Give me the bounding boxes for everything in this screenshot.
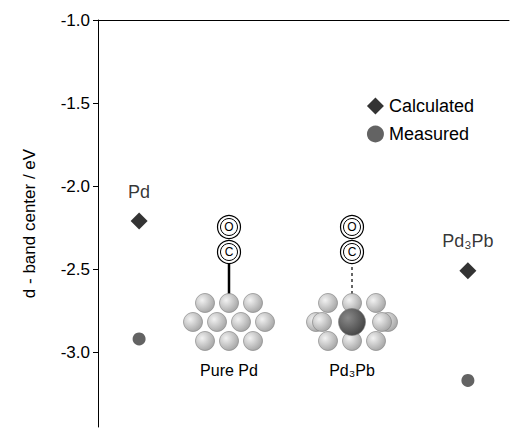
svg-text:Pd₃Pb: Pd₃Pb <box>329 362 375 379</box>
svg-text:-2.0: -2.0 <box>61 177 90 196</box>
svg-text:-1.5: -1.5 <box>61 94 90 113</box>
svg-text:Measured: Measured <box>389 124 469 144</box>
svg-text:O: O <box>224 220 233 234</box>
svg-text:-2.5: -2.5 <box>61 260 90 279</box>
svg-text:C: C <box>225 245 234 259</box>
svg-text:O: O <box>347 220 356 234</box>
svg-text:Pd: Pd <box>128 182 150 202</box>
svg-text:Pd₃Pb: Pd₃Pb <box>442 231 493 251</box>
svg-text:C: C <box>348 245 357 259</box>
svg-text:Calculated: Calculated <box>389 96 474 116</box>
svg-text:-1.0: -1.0 <box>61 11 90 30</box>
svg-text:-3.0: -3.0 <box>61 343 90 362</box>
svg-text:Pure Pd: Pure Pd <box>200 362 258 379</box>
svg-text:d - band center / eV: d - band center / eV <box>20 148 39 298</box>
